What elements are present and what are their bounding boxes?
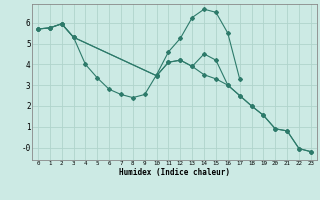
X-axis label: Humidex (Indice chaleur): Humidex (Indice chaleur) bbox=[119, 168, 230, 177]
